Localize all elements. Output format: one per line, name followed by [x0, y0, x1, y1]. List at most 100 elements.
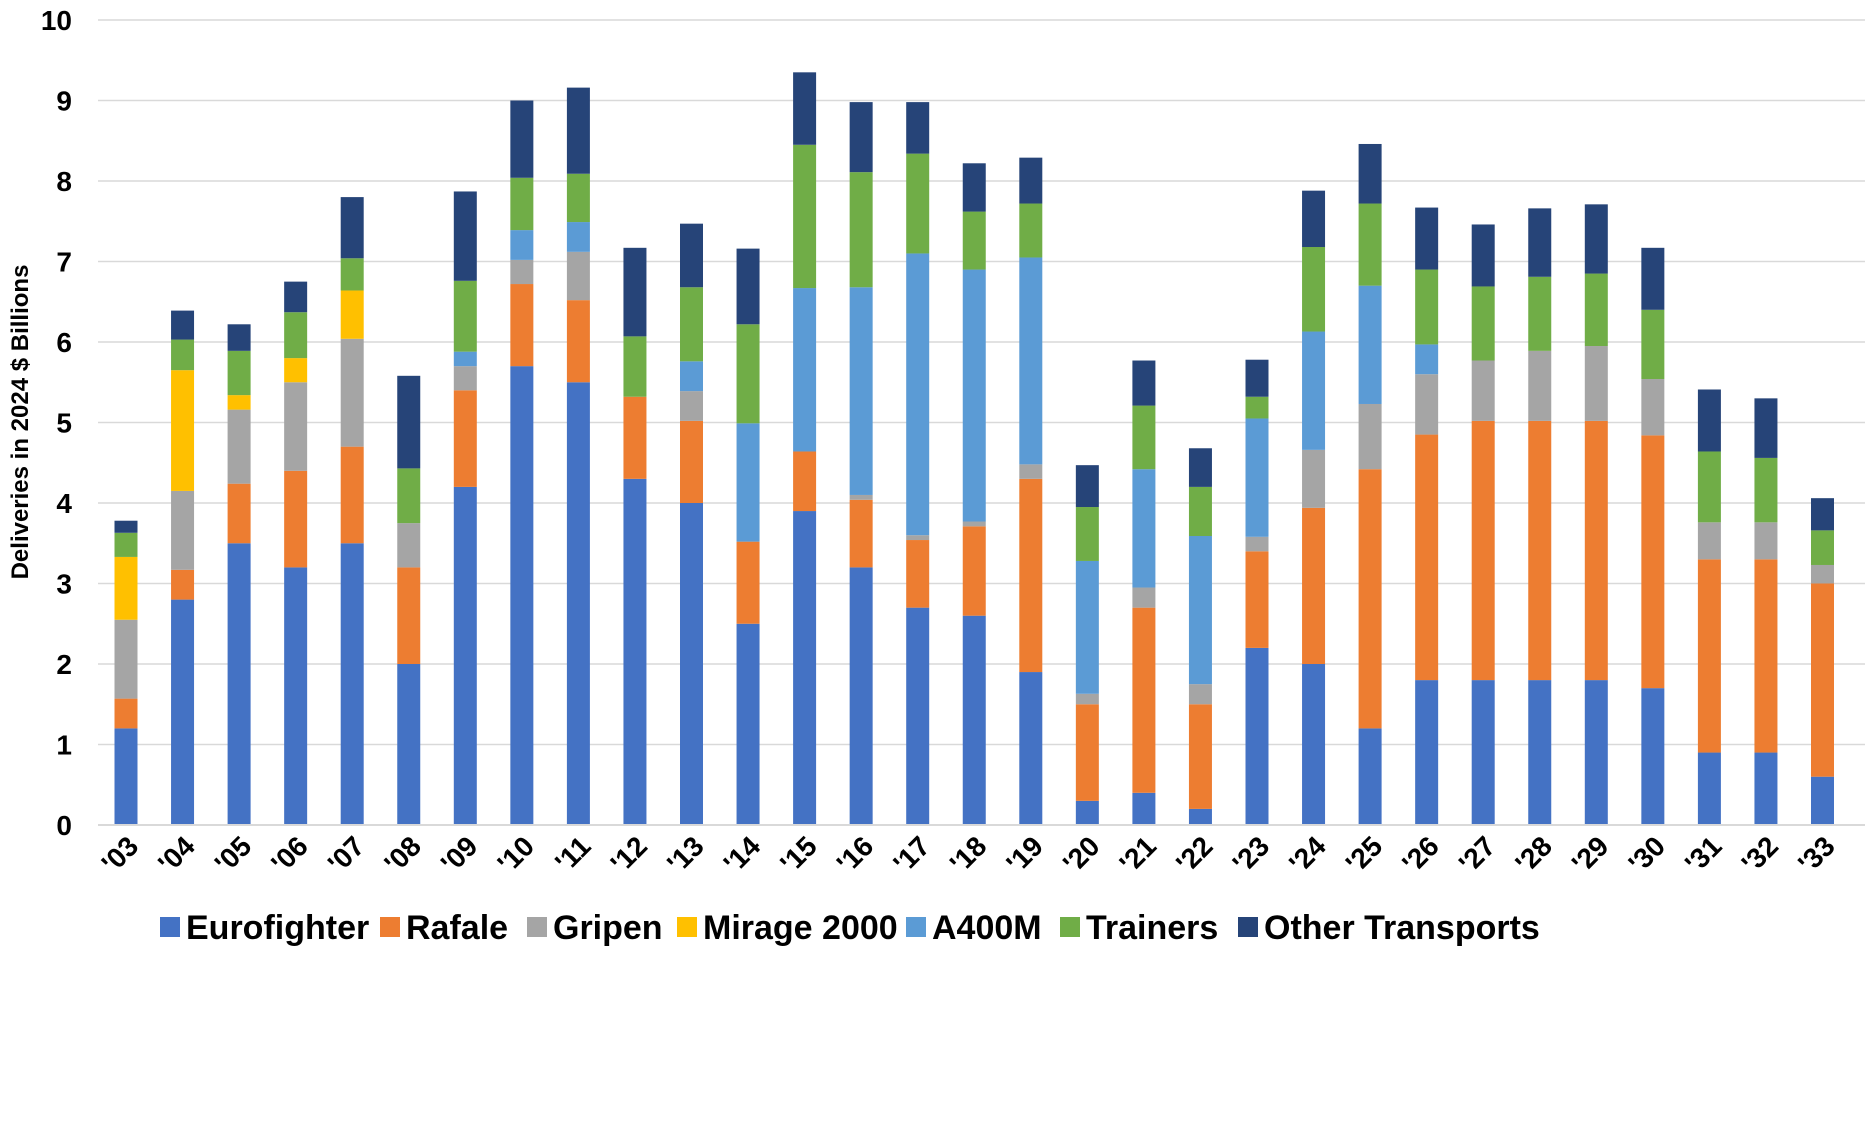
bar-segment-trainers — [1697, 451, 1721, 523]
bar-segment-other-transports — [1641, 247, 1665, 310]
bar-segment-a400m — [793, 288, 817, 452]
bar-segment-rafale — [566, 300, 590, 383]
x-tick-label: '17 — [887, 830, 936, 879]
bar-segment-trainers — [284, 312, 308, 359]
x-tick-label: '25 — [1340, 830, 1389, 879]
bar-segment-gripen — [1415, 374, 1439, 435]
y-tick-label: 8 — [56, 166, 72, 197]
bar-segment-rafale — [1415, 434, 1439, 681]
bar-segment-a400m — [566, 222, 590, 252]
x-tick-label: '12 — [605, 830, 654, 879]
bar-segment-rafale — [680, 420, 703, 503]
bar-segment-other-transports — [1075, 465, 1099, 508]
bar-segment-rafale — [340, 446, 364, 544]
legend-item: Eurofighter — [160, 909, 369, 947]
bar-segment-other-transports — [171, 310, 195, 340]
bar-segment-trainers — [1188, 486, 1212, 537]
bar-segment-a400m — [1415, 344, 1439, 375]
bar-segment-rafale — [227, 483, 251, 544]
bar-segment-other-transports — [1811, 498, 1834, 531]
bar-segment-trainers — [793, 144, 817, 289]
legend-swatch — [1238, 917, 1258, 937]
bar-segment-other-transports — [680, 223, 703, 288]
bar-segment-gripen — [1188, 684, 1212, 705]
bar-segment-eurofighter — [284, 567, 308, 825]
x-tick-label: '20 — [1057, 830, 1106, 879]
bar-segment-trainers — [906, 153, 930, 254]
x-tick-label: '10 — [491, 830, 540, 879]
bar-segment-trainers — [1358, 203, 1382, 286]
bar-segment-gripen — [227, 409, 251, 484]
x-tick-label: '29 — [1566, 830, 1615, 879]
bar-segment-other-transports — [1528, 208, 1552, 277]
bar-segment-gripen — [171, 490, 195, 570]
bar-segment-trainers — [1754, 457, 1778, 523]
bar-segment-rafale — [1132, 607, 1156, 793]
bar-segment-other-transports — [849, 102, 873, 173]
legend-label: Rafale — [406, 909, 508, 947]
bar-segment-other-transports — [962, 163, 986, 212]
x-axis-ticks: '03'04'05'06'07'08'09'10'11'12'13'14'15 '… — [96, 830, 1841, 879]
bar-segment-trainers — [1132, 405, 1156, 470]
bar-segment-other-transports — [397, 375, 421, 469]
legend-label: Eurofighter — [186, 909, 369, 947]
legend-label: A400M — [932, 909, 1042, 947]
bar-segment-a400m — [1188, 536, 1212, 685]
bar-segment-eurofighter — [680, 503, 703, 825]
bar-segment-eurofighter — [1415, 680, 1439, 825]
bar-segment-rafale — [1641, 435, 1665, 689]
bar-segment-eurofighter — [1075, 800, 1099, 825]
bar-segment-mirage-2000 — [284, 358, 308, 383]
bar-segment-eurofighter — [397, 664, 421, 825]
legend-item: Rafale — [380, 909, 508, 947]
x-tick-label: '30 — [1622, 830, 1671, 879]
bar-segment-rafale — [1302, 507, 1326, 664]
bar-segment-other-transports — [1584, 204, 1608, 274]
legend-label: Gripen — [553, 909, 663, 947]
x-tick-label: '28 — [1509, 830, 1558, 879]
bar-segment-other-transports — [1415, 207, 1439, 270]
bar-segment-rafale — [284, 470, 308, 568]
x-tick-label: '13 — [661, 830, 710, 879]
bar-segment-gripen — [680, 391, 703, 421]
bar-segment-eurofighter — [1358, 728, 1382, 825]
bar-segment-eurofighter — [1188, 808, 1212, 825]
bar-segment-a400m — [510, 230, 534, 260]
y-tick-label: 9 — [56, 86, 72, 117]
bar-segment-rafale — [1811, 583, 1834, 777]
legend-item: A400M — [906, 909, 1042, 947]
legend-swatch — [677, 917, 697, 937]
bar-segment-other-transports — [453, 191, 477, 281]
y-tick-label: 4 — [56, 488, 72, 519]
bar-segment-a400m — [453, 351, 477, 367]
bar-segment-eurofighter — [736, 623, 760, 825]
y-tick-label: 10 — [41, 5, 72, 36]
bar-segment-mirage-2000 — [171, 370, 195, 491]
bar-segment-gripen — [1754, 522, 1778, 560]
x-tick-label: '06 — [265, 830, 314, 879]
bar-segment-other-transports — [510, 100, 534, 178]
bar-segment-other-transports — [1697, 389, 1721, 452]
x-tick-label: '24 — [1283, 830, 1332, 879]
bar-segment-trainers — [1245, 396, 1269, 419]
bar-segment-gripen — [1641, 379, 1665, 436]
bar-segment-a400m — [962, 269, 986, 522]
bar-segment-trainers — [1811, 530, 1834, 565]
bar-segment-gripen — [1132, 587, 1156, 608]
bar-segment-trainers — [566, 173, 590, 223]
bar-segment-eurofighter — [510, 366, 534, 825]
bar-segment-gripen — [1358, 403, 1382, 470]
bar-segment-eurofighter — [1528, 680, 1552, 825]
bar-segment-trainers — [1019, 203, 1043, 258]
bar-segment-rafale — [397, 567, 421, 664]
bar-segment-eurofighter — [1641, 688, 1665, 825]
bar-segment-other-transports — [114, 520, 138, 533]
bar-segment-gripen — [340, 338, 364, 447]
legend: Eurofighter Rafale Gripen Mirage 2000 A400M T… — [160, 909, 1540, 947]
bar-segment-eurofighter — [1697, 752, 1721, 825]
bar-segment-other-transports — [1471, 224, 1495, 287]
bar-segment-rafale — [453, 390, 477, 487]
legend-label: Trainers — [1086, 909, 1218, 947]
bar-segment-rafale — [1245, 551, 1269, 648]
